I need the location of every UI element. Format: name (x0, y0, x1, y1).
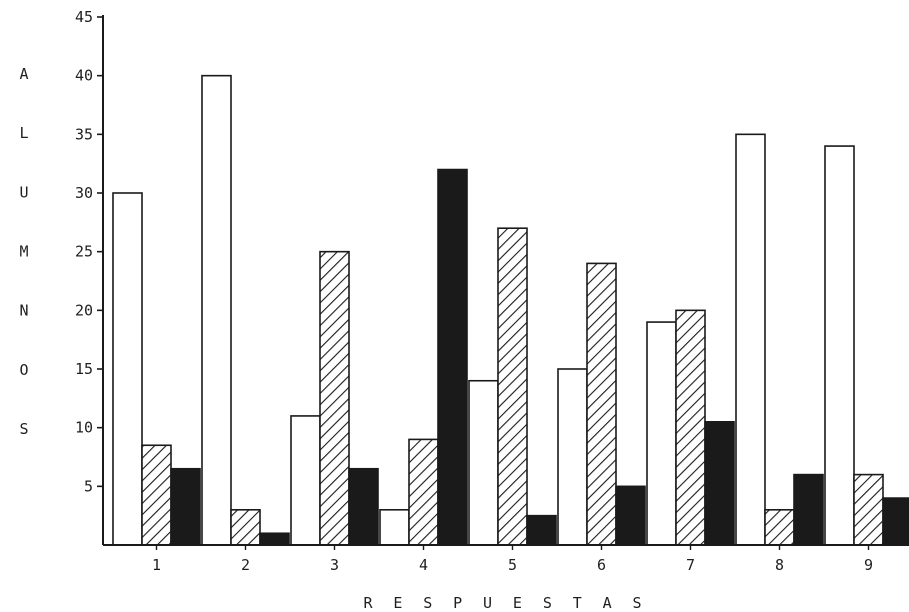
y-tick-label-40: 40 (75, 67, 93, 85)
x-axis-title-letter: R (363, 594, 373, 612)
bar-white-9 (824, 145, 855, 546)
bar-black-2 (259, 532, 290, 546)
x-axis-title-letter: P (453, 594, 462, 612)
bar-black-7 (704, 420, 735, 546)
y-tick-label-45: 45 (75, 8, 93, 26)
bar-white-5 (468, 379, 499, 546)
x-axis-title-letter: S (632, 594, 641, 612)
bar-hatched-6 (586, 262, 617, 546)
axes (97, 15, 909, 550)
bar-white-6 (557, 368, 588, 546)
bar-white-7 (646, 321, 677, 546)
bar-white-1 (112, 192, 143, 546)
x-axis-title-letter: S (543, 594, 552, 612)
category-label-5: 5 (508, 556, 517, 574)
x-axis-title-letter: S (423, 594, 432, 612)
y-axis-title-letter: N (19, 302, 28, 320)
bar-white-8 (735, 133, 766, 546)
bar-hatched-7 (675, 309, 706, 546)
category-label-4: 4 (419, 556, 428, 574)
y-axis-title-letter: U (19, 183, 28, 201)
bar-black-4 (437, 168, 468, 546)
bar-hatched-8 (764, 508, 795, 546)
y-tick-label-25: 25 (75, 243, 93, 261)
bar-hatched-2 (230, 508, 261, 546)
category-label-9: 9 (864, 556, 873, 574)
x-axis-title-letter: A (603, 594, 612, 612)
bar-hatched-1 (141, 444, 172, 546)
x-axis-title-letter: U (483, 594, 492, 612)
x-axis-title-letter: E (393, 594, 402, 612)
x-axis-title-letter: T (573, 594, 582, 612)
bar-white-2 (201, 74, 232, 546)
y-tick-label-30: 30 (75, 184, 93, 202)
bar-hatched-4 (408, 438, 439, 546)
y-tick-label-10: 10 (75, 419, 93, 437)
y-axis-title-letter: O (19, 361, 28, 379)
bar-black-1 (170, 467, 201, 546)
bar-hatched-5 (497, 227, 528, 546)
category-label-6: 6 (597, 556, 606, 574)
y-axis-title-letter: A (19, 65, 28, 83)
bar-black-5 (526, 514, 557, 546)
bar-black-3 (348, 467, 379, 546)
y-tick-label-20: 20 (75, 301, 93, 319)
category-label-3: 3 (330, 556, 339, 574)
bar-black-6 (615, 485, 646, 546)
bar-black-9 (882, 497, 909, 546)
bar-black-8 (793, 473, 824, 546)
category-label-8: 8 (775, 556, 784, 574)
category-label-1: 1 (152, 556, 161, 574)
category-label-7: 7 (686, 556, 695, 574)
x-axis-title-letter: E (513, 594, 522, 612)
y-axis-title-letter: S (19, 420, 28, 438)
y-tick-label-5: 5 (84, 477, 93, 495)
y-axis-title-letter: M (19, 243, 28, 261)
y-tick-label-15: 15 (75, 360, 93, 378)
bar-white-3 (290, 415, 321, 546)
category-label-2: 2 (241, 556, 250, 574)
y-axis-title-letter: L (19, 124, 28, 142)
plot-area (112, 74, 909, 546)
bar-hatched-3 (319, 250, 350, 546)
bar-white-4 (379, 508, 410, 546)
y-tick-label-35: 35 (75, 125, 93, 143)
bar-hatched-9 (853, 473, 884, 546)
